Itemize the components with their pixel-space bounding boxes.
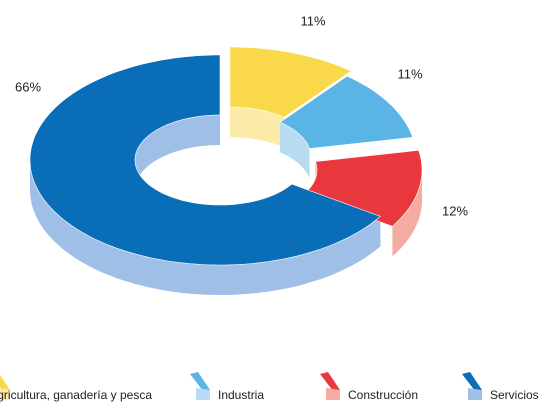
legend-label: Servicios	[490, 388, 539, 402]
slice-side	[392, 170, 422, 257]
slice	[29, 54, 381, 266]
slice	[279, 75, 414, 149]
slice-inner-side	[135, 115, 220, 190]
legend-swatch-side	[196, 388, 210, 400]
legend-swatch-side	[326, 388, 340, 400]
legend-label: Industria	[218, 388, 264, 402]
data-label: 11%	[300, 13, 325, 28]
slice	[229, 46, 352, 118]
slice-side	[30, 160, 381, 295]
data-label: 12%	[442, 203, 468, 218]
legend-label: Agricultura, ganadería y pesca	[0, 388, 152, 402]
data-label: 66%	[15, 79, 41, 94]
tops	[29, 46, 423, 266]
legend-label: Construcción	[348, 388, 418, 402]
slice-inner-side	[230, 107, 285, 148]
data-label: 11%	[397, 66, 422, 81]
legend-swatch-side	[468, 388, 482, 400]
legend-swatch-side	[0, 388, 10, 400]
